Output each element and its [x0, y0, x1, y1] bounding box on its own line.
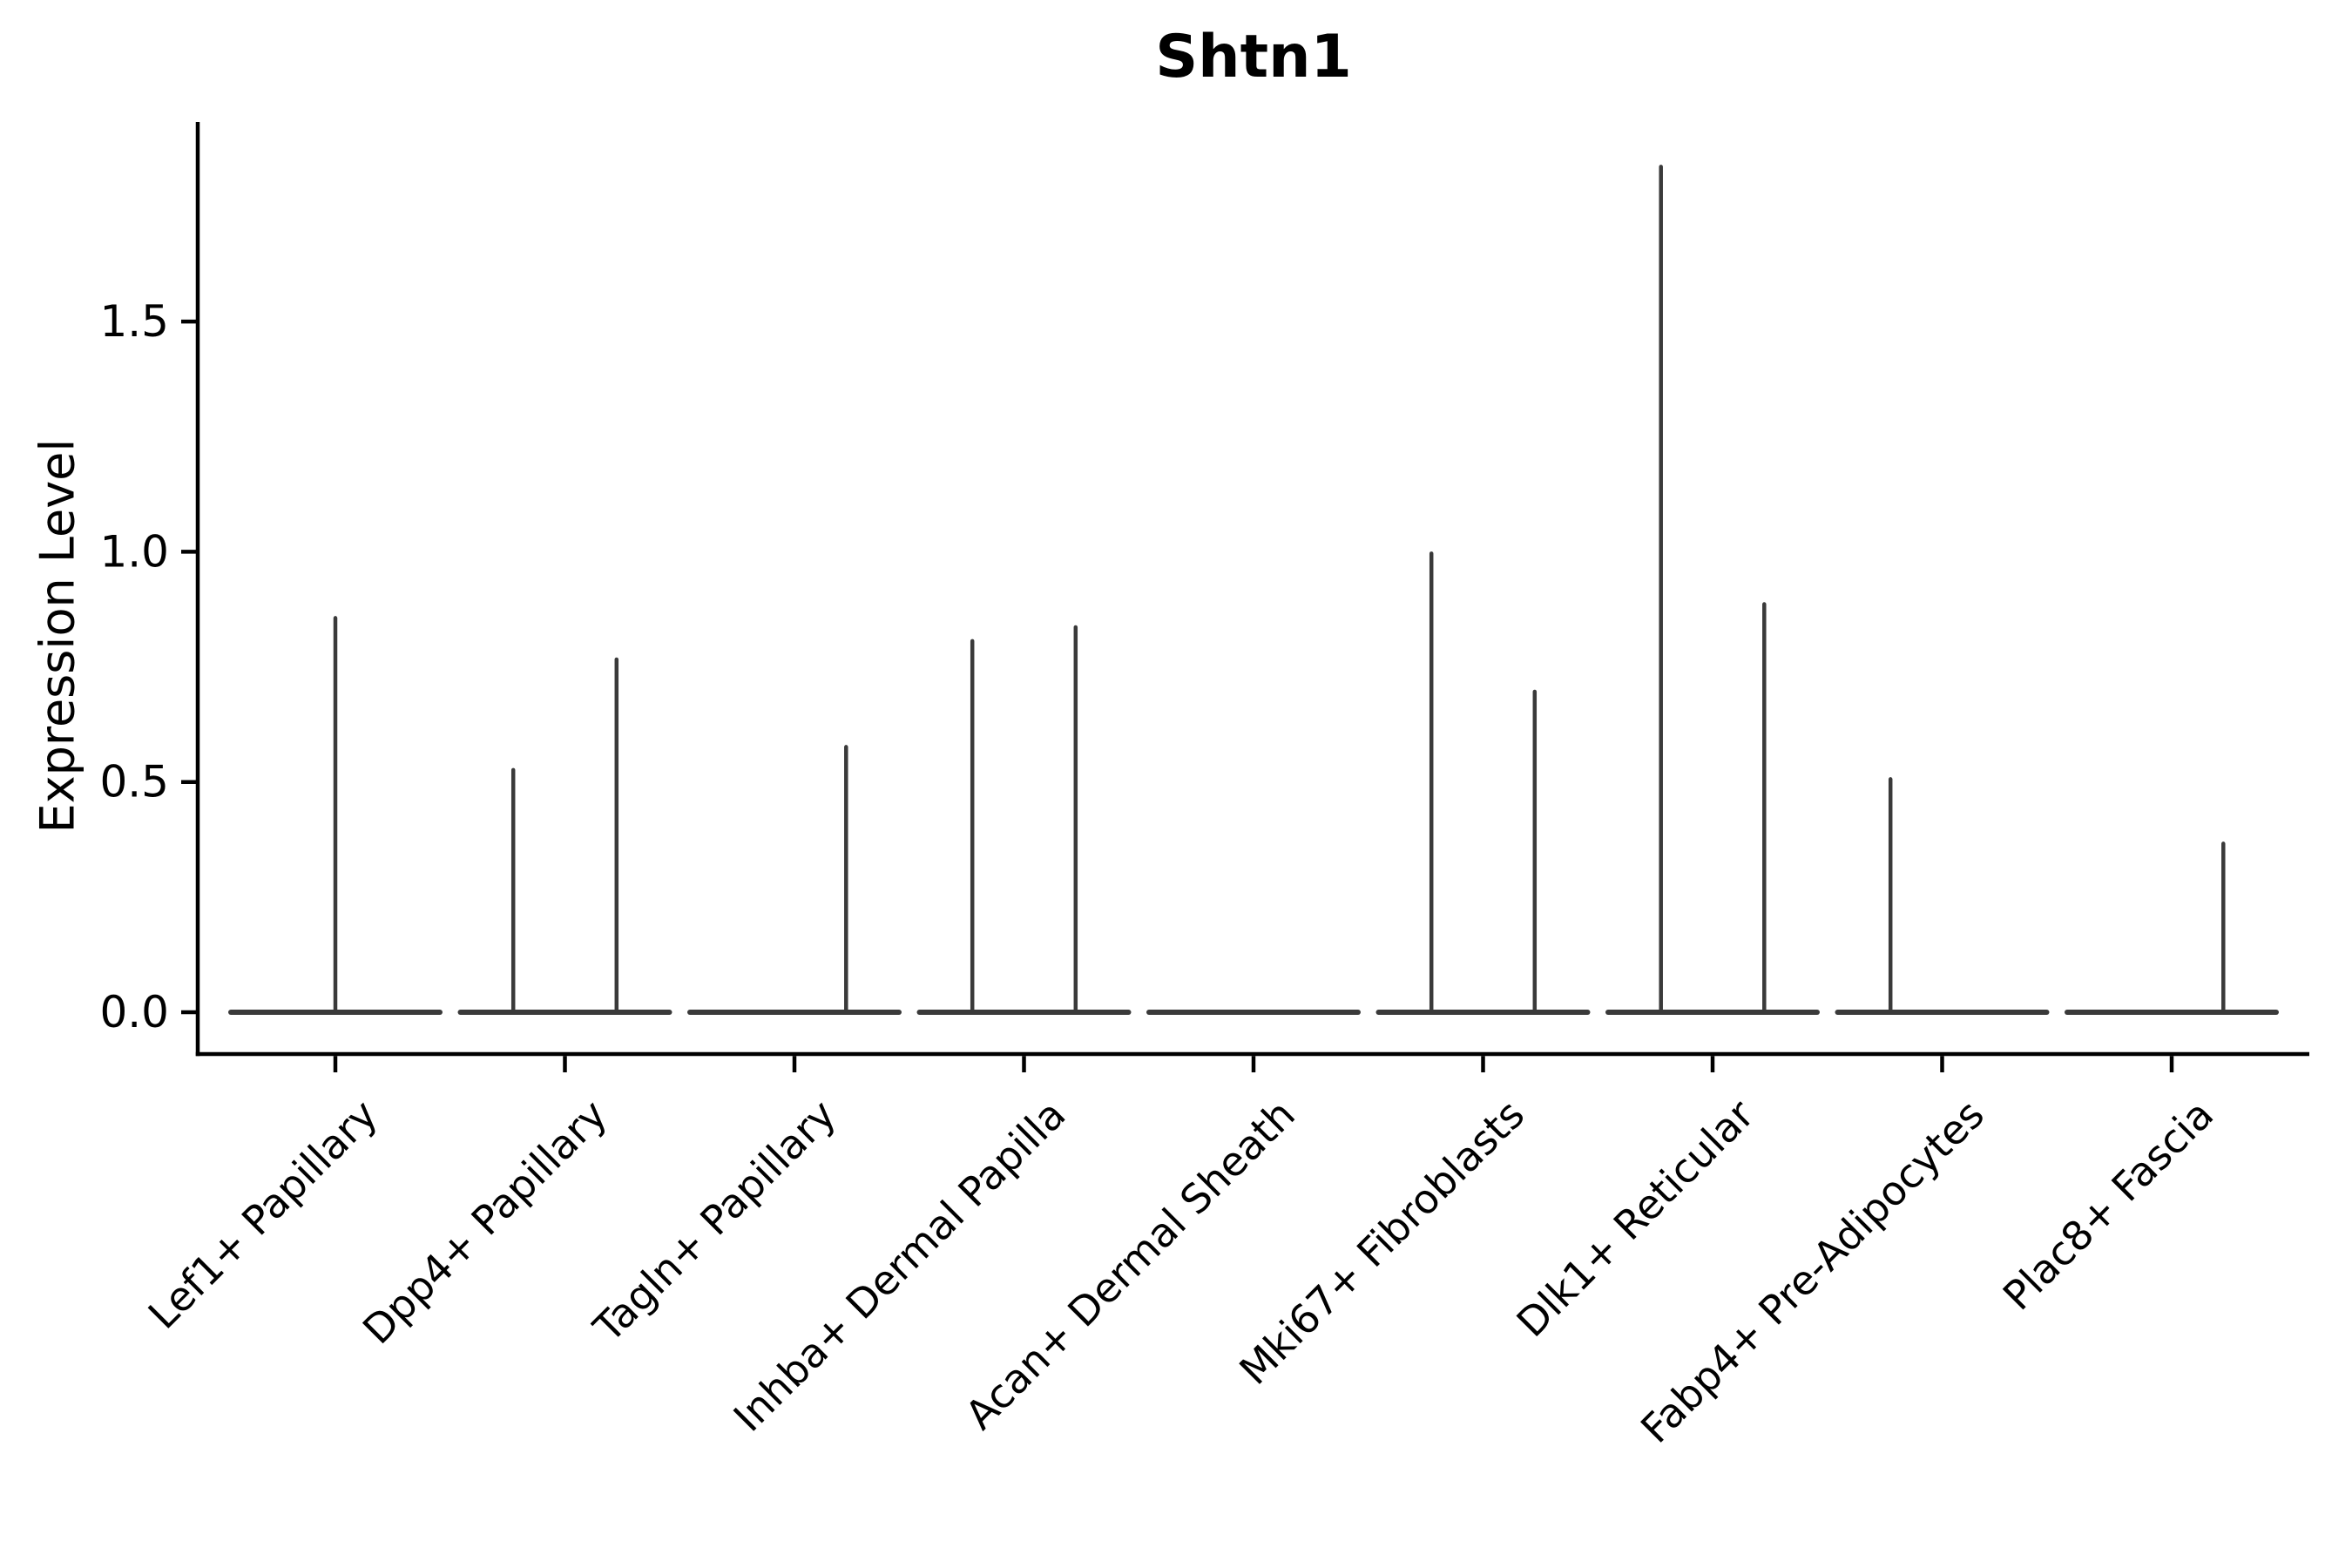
y-tick-label: 1.5	[99, 296, 169, 347]
chart-title: Shtn1	[1155, 23, 1352, 91]
y-tick-label: 0.5	[99, 757, 169, 808]
y-tick-label: 1.0	[99, 526, 169, 577]
y-tick-label: 0.0	[99, 987, 169, 1037]
